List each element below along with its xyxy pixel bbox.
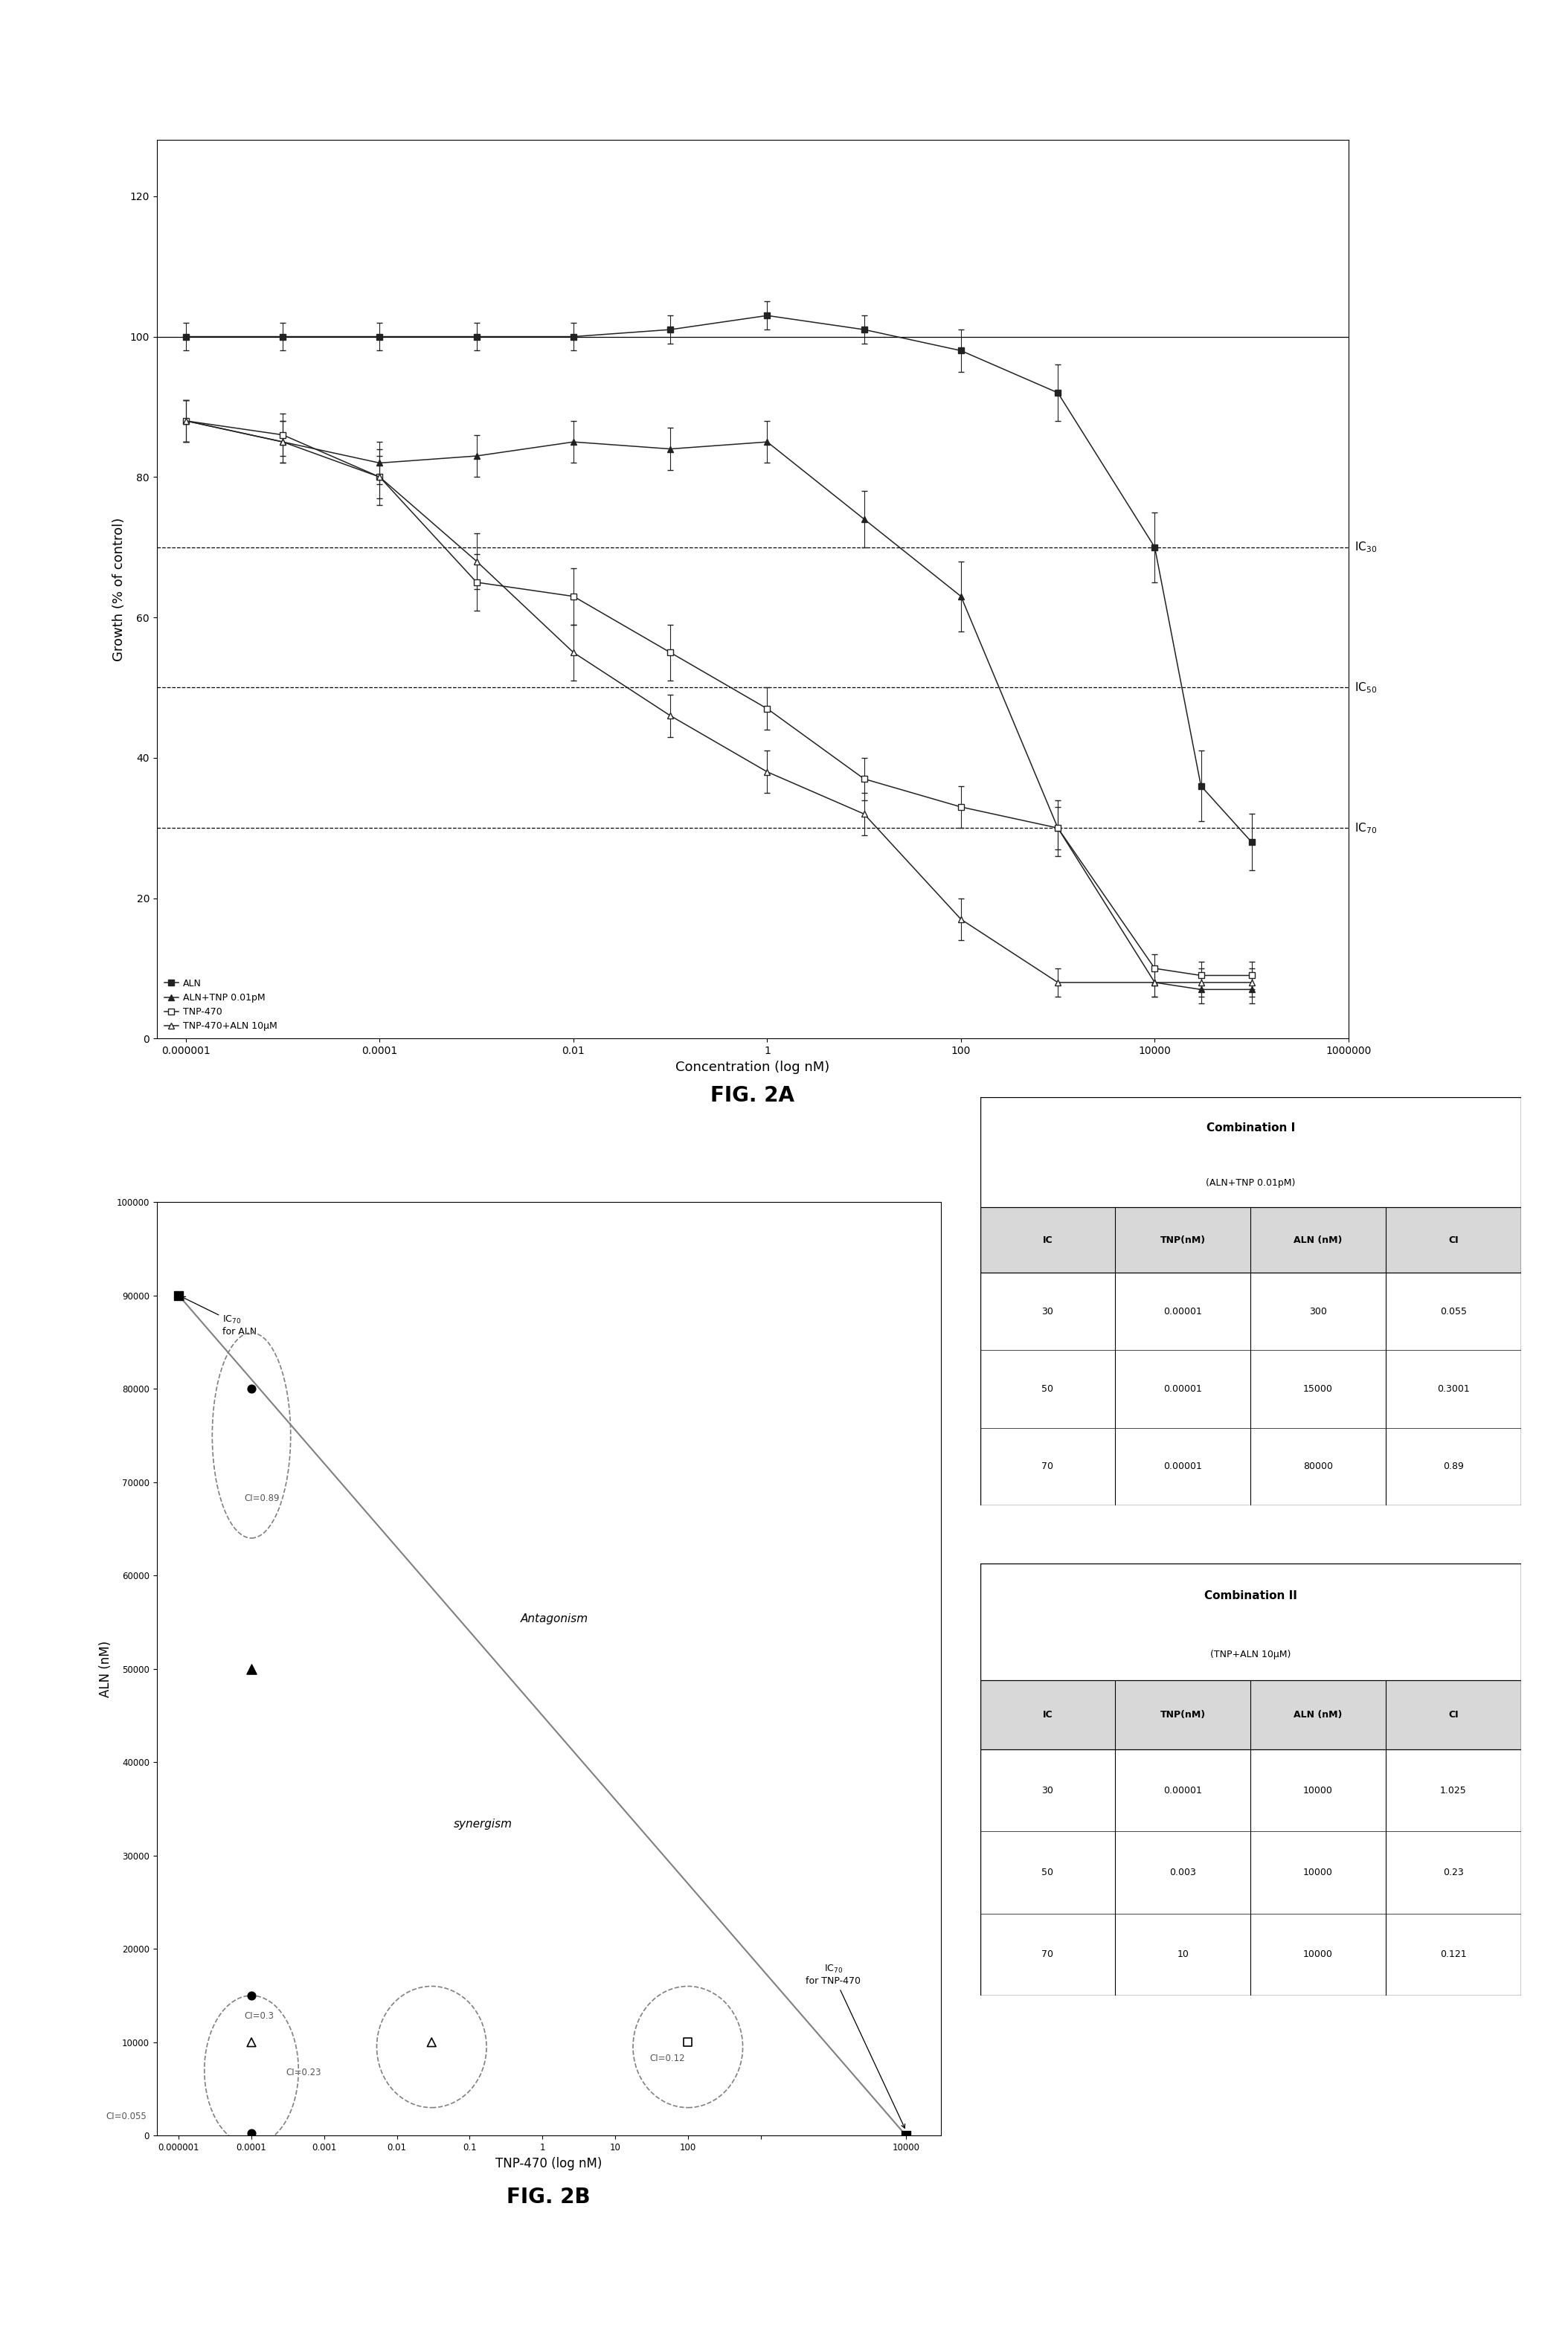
Point	[238, 2115, 263, 2152]
Text: Combination I: Combination I	[1206, 1123, 1295, 1134]
Bar	[980, 1680, 1521, 1751]
Y-axis label: ALN (nM): ALN (nM)	[99, 1641, 113, 1697]
Text: 50: 50	[1041, 1867, 1054, 1877]
Text: synergism: synergism	[453, 1818, 513, 1830]
Text: ALN (nM): ALN (nM)	[1294, 1235, 1342, 1244]
Text: 1.025: 1.025	[1439, 1786, 1466, 1795]
Point	[238, 1650, 263, 1687]
Text: Antagonism: Antagonism	[521, 1613, 588, 1624]
Text: 0.00001: 0.00001	[1163, 1384, 1203, 1393]
Text: IC$_{50}$: IC$_{50}$	[1355, 682, 1377, 696]
Legend: ALN, ALN+TNP 0.01pM, TNP-470, TNP-470+ALN 10μM: ALN, ALN+TNP 0.01pM, TNP-470, TNP-470+AL…	[162, 976, 281, 1034]
Text: 70: 70	[1041, 1949, 1054, 1958]
Text: (ALN+TNP 0.01pM): (ALN+TNP 0.01pM)	[1206, 1179, 1295, 1188]
Text: 0.23: 0.23	[1443, 1867, 1463, 1877]
Text: FIG. 2B: FIG. 2B	[506, 2187, 591, 2208]
Point	[238, 1977, 263, 2014]
Point	[238, 2024, 263, 2061]
X-axis label: TNP-470 (log nM): TNP-470 (log nM)	[495, 2157, 602, 2171]
Text: CI=0.23: CI=0.23	[285, 2068, 321, 2077]
Text: 10000: 10000	[1303, 1867, 1333, 1877]
Text: 30: 30	[1041, 1307, 1054, 1316]
Text: 10000: 10000	[1303, 1949, 1333, 1958]
Text: CI: CI	[1449, 1235, 1458, 1244]
X-axis label: Concentration (log nM): Concentration (log nM)	[676, 1060, 829, 1074]
Text: 10: 10	[1178, 1949, 1189, 1958]
Text: IC: IC	[1043, 1235, 1052, 1244]
Text: 0.89: 0.89	[1443, 1461, 1463, 1470]
Text: 0.055: 0.055	[1439, 1307, 1466, 1316]
Text: FIG. 2A: FIG. 2A	[710, 1085, 795, 1106]
Point	[894, 2117, 919, 2154]
Text: Combination II: Combination II	[1204, 1589, 1297, 1601]
Text: 0.00001: 0.00001	[1163, 1307, 1203, 1316]
Text: 10000: 10000	[1303, 1786, 1333, 1795]
Text: IC$_{30}$: IC$_{30}$	[1355, 539, 1377, 553]
Text: 0.00001: 0.00001	[1163, 1461, 1203, 1470]
Point	[419, 2024, 444, 2061]
Text: TNP(nM): TNP(nM)	[1160, 1235, 1206, 1244]
Point	[166, 1277, 191, 1314]
Text: IC$_{70}$
for TNP-470: IC$_{70}$ for TNP-470	[806, 1963, 905, 2129]
Text: 300: 300	[1309, 1307, 1327, 1316]
Text: 0.00001: 0.00001	[1163, 1786, 1203, 1795]
Point	[238, 1370, 263, 1407]
Text: CI=0.89: CI=0.89	[245, 1494, 279, 1503]
Text: 0.003: 0.003	[1170, 1867, 1196, 1877]
Text: TNP(nM): TNP(nM)	[1160, 1711, 1206, 1720]
Bar	[980, 1207, 1521, 1272]
Text: IC: IC	[1043, 1711, 1052, 1720]
Text: 0.3001: 0.3001	[1436, 1384, 1469, 1393]
Text: CI=0.3: CI=0.3	[245, 2012, 274, 2021]
Y-axis label: Growth (% of control): Growth (% of control)	[113, 518, 125, 661]
Text: IC$_{70}$
for ALN: IC$_{70}$ for ALN	[182, 1298, 257, 1337]
Text: 0.121: 0.121	[1439, 1949, 1466, 1958]
Point	[676, 2024, 701, 2061]
Text: ALN (nM): ALN (nM)	[1294, 1711, 1342, 1720]
Text: CI=0.055: CI=0.055	[107, 2112, 147, 2122]
Text: 50: 50	[1041, 1384, 1054, 1393]
Text: (TNP+ALN 10μM): (TNP+ALN 10μM)	[1210, 1650, 1290, 1659]
Text: 30: 30	[1041, 1786, 1054, 1795]
Text: 70: 70	[1041, 1461, 1054, 1470]
Text: IC$_{70}$: IC$_{70}$	[1355, 822, 1377, 836]
Text: CI=0.12: CI=0.12	[649, 2054, 685, 2063]
Text: 80000: 80000	[1303, 1461, 1333, 1470]
Text: CI: CI	[1449, 1711, 1458, 1720]
Text: 15000: 15000	[1303, 1384, 1333, 1393]
